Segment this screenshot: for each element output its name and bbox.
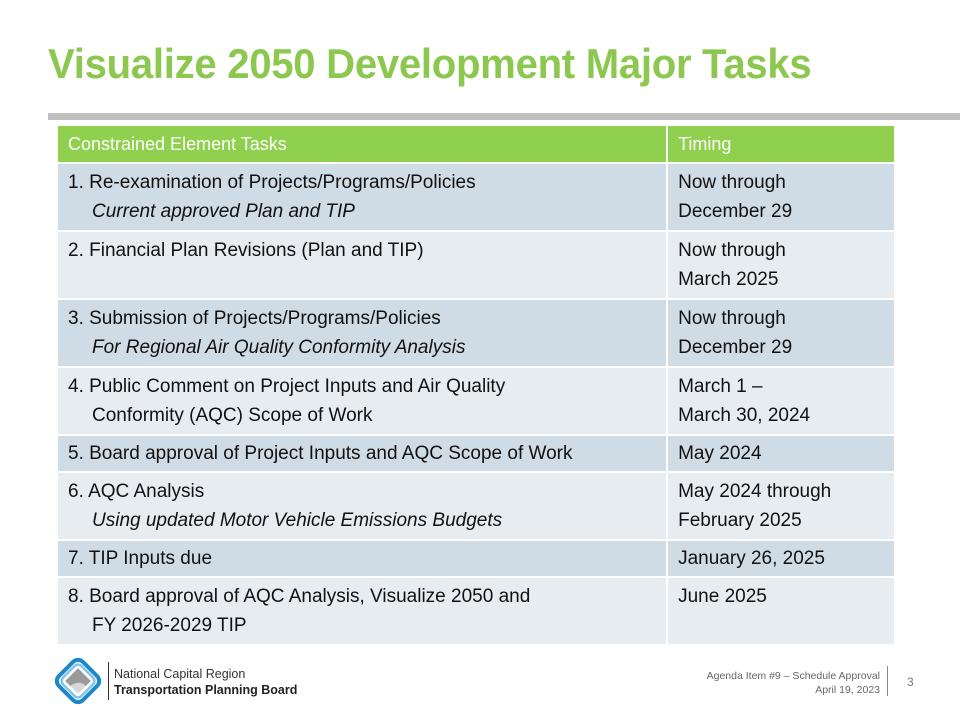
task-cell: 7. TIP Inputs due	[55, 539, 669, 578]
slide-title: Visualize 2050 Development Major Tasks	[48, 40, 812, 87]
timing-line: January 26, 2025	[678, 548, 825, 569]
timing-cell: Now through December 29	[666, 162, 896, 232]
timing-line: March 30, 2024	[678, 405, 811, 426]
table-header-row: Constrained Element Tasks Timing	[55, 124, 896, 164]
timing-cell: June 2025	[666, 576, 896, 646]
agenda-date: April 19, 2023	[815, 684, 880, 696]
timing-cell: Now through December 29	[666, 298, 896, 368]
task-cell: 5. Board approval of Project Inputs and …	[55, 434, 669, 473]
agenda-info: Agenda Item #9 – Schedule Approval April…	[707, 669, 880, 697]
timing-line: May 2024 through	[678, 481, 832, 502]
task-cell: 6. AQC Analysis Using updated Motor Vehic…	[55, 471, 669, 541]
task-subtitle: Conformity (AQC) Scope of Work	[92, 405, 373, 426]
task-subtitle: FY 2026-2029 TIP	[92, 615, 247, 636]
task-title: 6. AQC Analysis	[68, 481, 205, 502]
timing-cell: Now through March 2025	[666, 230, 896, 300]
column-header-tasks: Constrained Element Tasks	[55, 124, 669, 164]
tasks-table: Constrained Element Tasks Timing 1. Re-e…	[55, 124, 896, 646]
table-row: 4. Public Comment on Project Inputs and …	[55, 366, 896, 436]
title-divider-bar	[48, 113, 960, 120]
timing-line: March 1 –	[678, 376, 763, 397]
timing-line: Now through	[678, 240, 786, 261]
task-title: 1. Re-examination of Projects/Programs/P…	[68, 172, 476, 193]
org-name-line2: Transportation Planning Board	[114, 683, 298, 697]
task-title: 5. Board approval of Project Inputs and …	[68, 443, 573, 464]
task-subtitle: Current approved Plan and TIP	[92, 201, 355, 222]
page-number-divider	[887, 666, 888, 696]
timing-line: May 2024	[678, 443, 762, 464]
task-subtitle: For Regional Air Quality Conformity Anal…	[92, 337, 466, 358]
table-row: 1. Re-examination of Projects/Programs/P…	[55, 162, 896, 232]
column-header-timing: Timing	[666, 124, 896, 164]
org-name-line1: National Capital Region	[114, 667, 246, 681]
page-number: 3	[907, 675, 914, 689]
timing-line: Now through	[678, 172, 786, 193]
agenda-item-label: Agenda Item #9 – Schedule Approval	[706, 670, 880, 682]
logo-divider	[108, 662, 109, 700]
task-cell: 3. Submission of Projects/Programs/Polic…	[55, 298, 669, 368]
table-row: 2. Financial Plan Revisions (Plan and TI…	[55, 230, 896, 300]
task-title: 2. Financial Plan Revisions (Plan and TI…	[68, 240, 424, 261]
timing-cell: May 2024	[666, 434, 896, 473]
table-row: 5. Board approval of Project Inputs and …	[55, 434, 896, 473]
table-row: 6. AQC Analysis Using updated Motor Vehic…	[55, 471, 896, 541]
tpb-logo-icon	[52, 655, 104, 707]
task-cell: 8. Board approval of AQC Analysis, Visua…	[55, 576, 669, 646]
task-title: 8. Board approval of AQC Analysis, Visua…	[68, 586, 531, 607]
table-row: 7. TIP Inputs due January 26, 2025	[55, 539, 896, 578]
task-title: 3. Submission of Projects/Programs/Polic…	[68, 308, 441, 329]
task-cell: 4. Public Comment on Project Inputs and …	[55, 366, 669, 436]
timing-cell: January 26, 2025	[666, 539, 896, 578]
timing-line: December 29	[678, 337, 793, 358]
task-subtitle: Using updated Motor Vehicle Emissions Bu…	[92, 510, 503, 531]
table-row: 8. Board approval of AQC Analysis, Visua…	[55, 576, 896, 646]
task-cell: 1. Re-examination of Projects/Programs/P…	[55, 162, 669, 232]
task-cell: 2. Financial Plan Revisions (Plan and TI…	[55, 230, 669, 300]
task-title: 4. Public Comment on Project Inputs and …	[68, 376, 506, 397]
timing-cell: March 1 – March 30, 2024	[666, 366, 896, 436]
timing-line: February 2025	[678, 510, 802, 531]
table-row: 3. Submission of Projects/Programs/Polic…	[55, 298, 896, 368]
task-title: 7. TIP Inputs due	[68, 548, 213, 569]
timing-cell: May 2024 through February 2025	[666, 471, 896, 541]
timing-line: June 2025	[678, 586, 767, 607]
timing-line: December 29	[678, 201, 793, 222]
timing-line: March 2025	[678, 269, 779, 290]
timing-line: Now through	[678, 308, 786, 329]
